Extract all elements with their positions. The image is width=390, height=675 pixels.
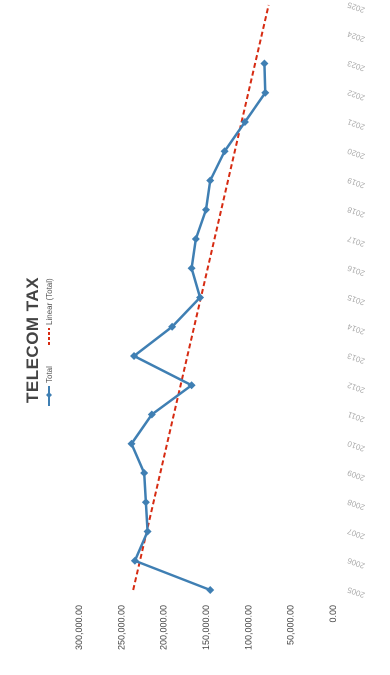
y-tick-label: 0.00 — [328, 605, 338, 623]
data-point — [196, 293, 205, 302]
x-tick-label: 2013 — [346, 351, 366, 366]
data-point — [130, 556, 139, 565]
legend-total-label: Total — [45, 366, 54, 383]
x-tick-label: 2007 — [346, 526, 366, 541]
series-layer — [127, 4, 270, 594]
y-tick-label: 150,000.00 — [201, 605, 211, 650]
x-tick-label: 2020 — [346, 146, 366, 161]
data-point — [187, 381, 196, 390]
data-point — [147, 410, 156, 419]
x-tick-label: 2021 — [346, 117, 366, 132]
x-tick-label: 2009 — [346, 468, 366, 483]
x-tick-label: 2006 — [346, 556, 366, 571]
x-tick-label: 2010 — [346, 439, 366, 454]
x-tick-label: 2008 — [346, 497, 366, 512]
legend: Total Linear (Total) — [45, 278, 54, 406]
data-point — [202, 205, 210, 214]
x-tick-label: 2023 — [346, 58, 366, 73]
data-point — [141, 498, 150, 507]
data-point — [140, 469, 149, 477]
y-tick-label: 200,000.00 — [159, 605, 169, 650]
y-tick-label: 250,000.00 — [116, 605, 126, 650]
data-point — [168, 322, 177, 331]
x-tick-label: 2014 — [346, 322, 366, 337]
legend-total-marker — [46, 392, 52, 398]
x-tick-label: 2005 — [346, 585, 366, 600]
data-point — [127, 439, 136, 448]
y-tick-label: 300,000.00 — [74, 605, 84, 650]
data-point — [143, 527, 152, 536]
data-point — [191, 235, 200, 243]
x-tick-label: 2022 — [346, 88, 366, 103]
x-tick-label: 2011 — [346, 409, 366, 424]
x-tick-label: 2017 — [346, 234, 366, 249]
x-tick-label: 2019 — [346, 175, 366, 190]
data-point — [187, 264, 196, 273]
x-tick-label: 2024 — [346, 29, 366, 44]
data-point — [130, 352, 139, 360]
x-tick-label: 2012 — [346, 380, 366, 395]
legend-linear-label: Linear (Total) — [45, 278, 54, 325]
data-point — [261, 88, 270, 97]
data-point — [260, 59, 269, 68]
y-tick-label: 50,000.00 — [286, 605, 296, 645]
x-tick-label: 2015 — [346, 292, 366, 307]
chart-title: TELECOM TAX — [23, 277, 42, 403]
y-tick-label: 100,000.00 — [243, 605, 253, 650]
data-point — [206, 586, 215, 594]
data-point — [240, 118, 249, 126]
x-tick-label: 2016 — [346, 263, 366, 278]
data-point — [220, 147, 229, 156]
x-tick-label: 2025 — [346, 0, 366, 15]
data-point — [206, 176, 215, 185]
value-axis: 0.00 50,000.00 100,000.00 150,000.00 200,000… — [74, 605, 338, 650]
category-axis: 2005 2006 2007 2008 2009 2010 2011 2012 2013 2014… — [346, 0, 366, 600]
x-tick-label: 2018 — [346, 205, 366, 220]
